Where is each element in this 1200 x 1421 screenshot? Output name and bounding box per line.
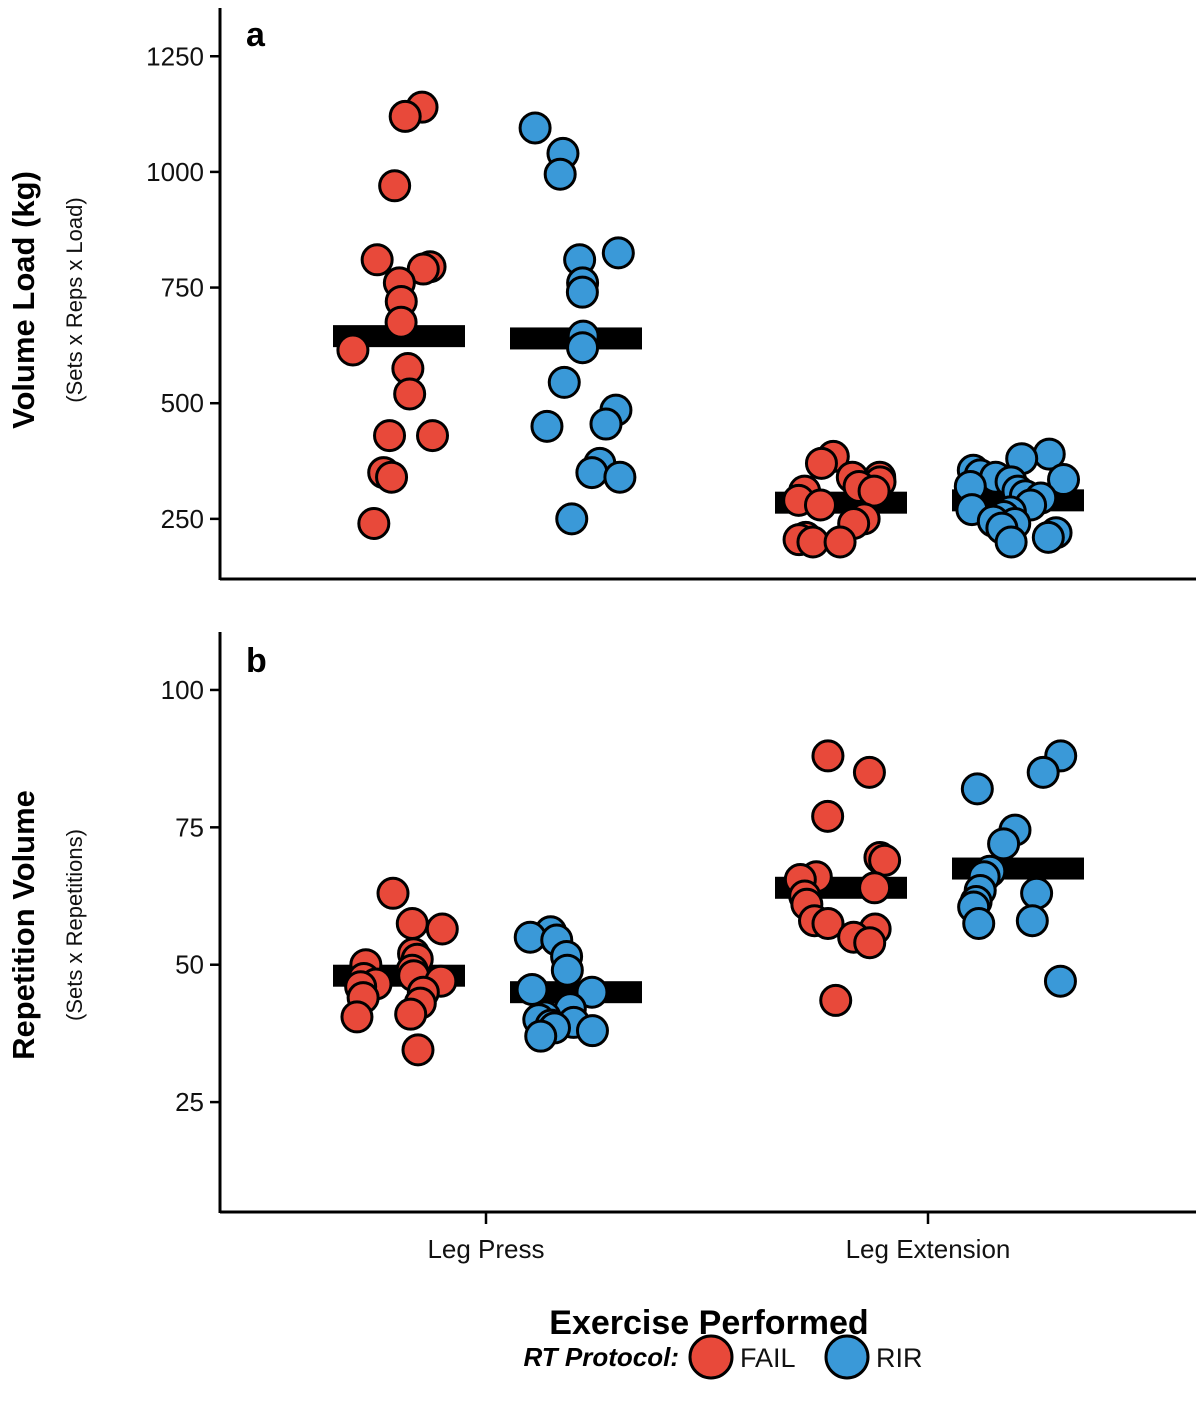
panel-b-point-rir (524, 1019, 558, 1053)
panel-a-point-fail (857, 474, 891, 508)
panel-b-y-tick-label: 75 (175, 812, 204, 842)
panel-a-point-fail (393, 377, 427, 411)
panel-b-point-fail (819, 983, 853, 1017)
panel-b-series-leg-extension-rir (952, 739, 1084, 998)
panel-b-point-rir (575, 1014, 609, 1048)
panel-a-point-fail (388, 99, 422, 133)
legend-label-fail: FAIL (740, 1343, 796, 1373)
panel-b-point-rir (962, 907, 996, 940)
panel-a-y-tick-label: 250 (161, 504, 204, 534)
panel-a-point-fail (416, 419, 450, 453)
panel-a-label: a (246, 16, 266, 54)
panel-a-point-fail (384, 305, 418, 339)
panel-a-point-rir (603, 460, 637, 494)
panel-a-point-rir (555, 502, 589, 536)
panel-b-point-fail (376, 876, 410, 910)
panel-b-point-fail (868, 843, 902, 877)
panel-a-point-rir (547, 365, 581, 399)
panel-a-point-fail (373, 419, 407, 453)
panel-b-point-fail (395, 907, 429, 940)
panel-a-point-fail (357, 506, 391, 540)
panel-a-point-fail (803, 488, 837, 522)
panel-a-point-rir (1047, 463, 1081, 497)
panel-b-point-rir (960, 772, 994, 806)
panel-a-point-rir (575, 456, 609, 490)
panel-a-point-rir (565, 275, 599, 309)
legend-swatch-fail (688, 1334, 734, 1380)
panel-b-point-fail (811, 799, 845, 833)
panel-b-point-rir (1020, 876, 1054, 910)
panel-a-point-rir (601, 236, 635, 270)
panel-b-label: b (246, 642, 267, 680)
legend-swatch-rir (824, 1334, 870, 1380)
panel-b-point-rir (575, 975, 609, 1009)
panel-a-point-fail (336, 333, 370, 367)
panel-a-y-tick-label: 500 (161, 388, 204, 418)
panel-b-point-fail (425, 912, 459, 946)
legend-title: RT Protocol: (523, 1342, 679, 1372)
panel-b-series-leg-press-rir (510, 915, 642, 1053)
legend: RT Protocol: FAIL RIR (523, 1334, 923, 1380)
panel-b-point-fail (401, 1033, 435, 1067)
panel-a-point-fail (378, 169, 412, 203)
panel-a-point-fail (360, 243, 394, 277)
panel-b-series-leg-extension-fail (775, 739, 907, 1017)
panel-b-point-rir (987, 827, 1021, 861)
panel-b-point-rir (1026, 755, 1060, 789)
panel-a-point-rir (518, 111, 552, 145)
x-tick-label-leg-press: Leg Press (427, 1234, 544, 1264)
panel-a-series-leg-press-rir (510, 111, 642, 536)
panel-a-point-rir (1031, 520, 1065, 554)
panel-a-point-rir (994, 525, 1028, 559)
panel-a: a Volume Load (kg) (Sets x Reps x Load) … (6, 8, 1196, 581)
panel-b-point-fail (394, 997, 428, 1031)
panel-a-y-tick-label: 1000 (146, 157, 204, 187)
panel-b-point-fail (811, 739, 845, 773)
panel-a-ylabel: Volume Load (kg) (6, 171, 41, 429)
panel-a-series-leg-extension-fail (775, 439, 907, 559)
panel-a-point-fail (796, 525, 830, 559)
panel-b-point-rir (1015, 904, 1049, 938)
panel-b-point-fail (858, 871, 892, 905)
panel-b-point-fail (340, 1000, 374, 1034)
panel-a-y-tick-label: 750 (161, 273, 204, 303)
panel-a-y-tick-label: 1250 (146, 41, 204, 71)
panel-a-series-leg-press-fail (333, 90, 465, 540)
panel-a-ylabel-sub: (Sets x Reps x Load) (62, 197, 87, 402)
panel-a-point-rir (530, 409, 564, 443)
legend-label-rir: RIR (876, 1343, 923, 1373)
panel-b-series-leg-press-fail (333, 876, 465, 1067)
panel-b-y-tick-label: 25 (175, 1087, 204, 1117)
panel-b-point-fail (853, 926, 887, 960)
panel-b-point-rir (1043, 964, 1077, 998)
panel-b-point-rir (515, 972, 549, 1006)
panel-b-point-rir (550, 953, 584, 987)
panel-b-point-fail (852, 755, 886, 789)
panel-a-point-rir (589, 407, 623, 441)
panel-a-series-leg-extension-rir (952, 437, 1084, 559)
panel-a-point-fail (804, 446, 838, 480)
panel-a-point-fail (375, 460, 409, 494)
panel-a-point-rir (566, 331, 600, 365)
panel-b-y-tick-label: 50 (175, 950, 204, 980)
panel-b: b Repetition Volume (Sets x Repetitions)… (6, 632, 1196, 1264)
panel-a-point-rir (543, 157, 577, 191)
panel-a-point-fail (823, 525, 857, 559)
x-tick-label-leg-extension: Leg Extension (846, 1234, 1011, 1264)
panel-b-ylabel: Repetition Volume (6, 790, 41, 1060)
panel-b-y-tick-label: 100 (161, 675, 204, 705)
panel-b-point-fail (811, 907, 845, 940)
panel-b-ylabel-sub: (Sets x Repetitions) (62, 829, 87, 1021)
